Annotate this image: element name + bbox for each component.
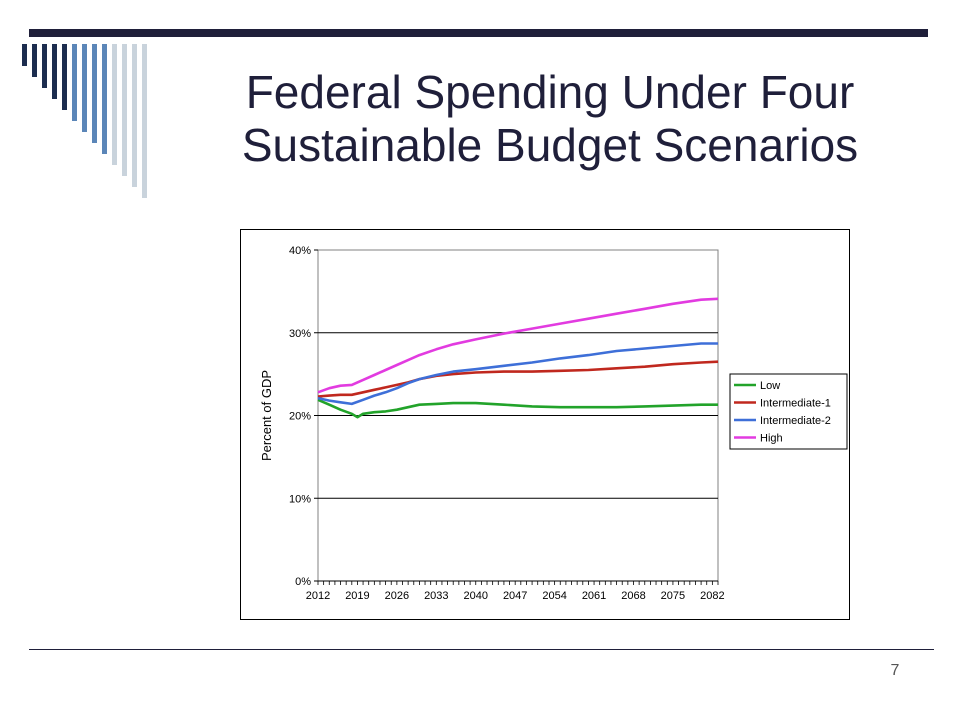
decorative-stripe <box>102 44 107 154</box>
decorative-stripe <box>122 44 127 176</box>
decorative-stripe <box>22 44 27 66</box>
legend-label: Low <box>760 380 780 392</box>
legend-label: Intermediate-2 <box>760 415 831 427</box>
x-tick-label: 2047 <box>503 590 527 602</box>
top-rule <box>29 29 928 37</box>
decorative-stripe <box>32 44 37 77</box>
decorative-stripe <box>82 44 87 132</box>
y-tick-label: 20% <box>289 411 311 423</box>
x-tick-label: 2012 <box>306 590 330 602</box>
decorative-stripe <box>142 44 147 198</box>
x-tick-label: 2075 <box>661 590 685 602</box>
y-tick-label: 40% <box>289 245 311 257</box>
x-tick-label: 2054 <box>542 590 566 602</box>
decorative-stripe <box>62 44 67 110</box>
y-tick-label: 10% <box>289 493 311 505</box>
y-tick-label: 30% <box>289 328 311 340</box>
bottom-rule <box>29 649 934 650</box>
legend-label: Intermediate-1 <box>760 398 831 410</box>
x-tick-label: 2082 <box>700 590 724 602</box>
chart-frame: 0% 10% 20% 30% 40% 2012 2019 2026 2033 2040 2047 20… <box>240 229 850 620</box>
decorative-stripe <box>132 44 137 187</box>
x-tick-label: 2040 <box>464 590 488 602</box>
y-axis-label: Percent of GDP <box>259 370 274 461</box>
decorative-stripe <box>112 44 117 165</box>
series-line-high <box>317 297 719 394</box>
series-line-low <box>317 398 718 419</box>
slide-title-line-2: Sustainable Budget Scenarios <box>241 119 859 171</box>
series-line-intermediate-2 <box>317 342 718 406</box>
decorative-stripe <box>52 44 57 99</box>
y-tick-label: 0% <box>295 576 311 588</box>
x-tick-label: 2026 <box>385 590 409 602</box>
x-tick-label: 2068 <box>621 590 645 602</box>
x-tick-label: 2061 <box>582 590 606 602</box>
decorative-stripe <box>92 44 97 143</box>
decorative-stripe <box>72 44 77 121</box>
series-line-intermediate-1 <box>317 360 719 398</box>
decorative-stripe <box>42 44 47 88</box>
x-tick-label: 2019 <box>345 590 369 602</box>
line-chart: 0% 10% 20% 30% 40% 2012 2019 2026 2033 2040 2047 20… <box>259 245 848 602</box>
slide-number: 7 <box>890 662 900 679</box>
x-tick-label: 2033 <box>424 590 448 602</box>
slide-title: Federal Spending Under Four Sustainable … <box>180 66 920 172</box>
legend-label: High <box>760 433 783 445</box>
slide-title-line-1: Federal Spending Under Four <box>245 66 855 118</box>
